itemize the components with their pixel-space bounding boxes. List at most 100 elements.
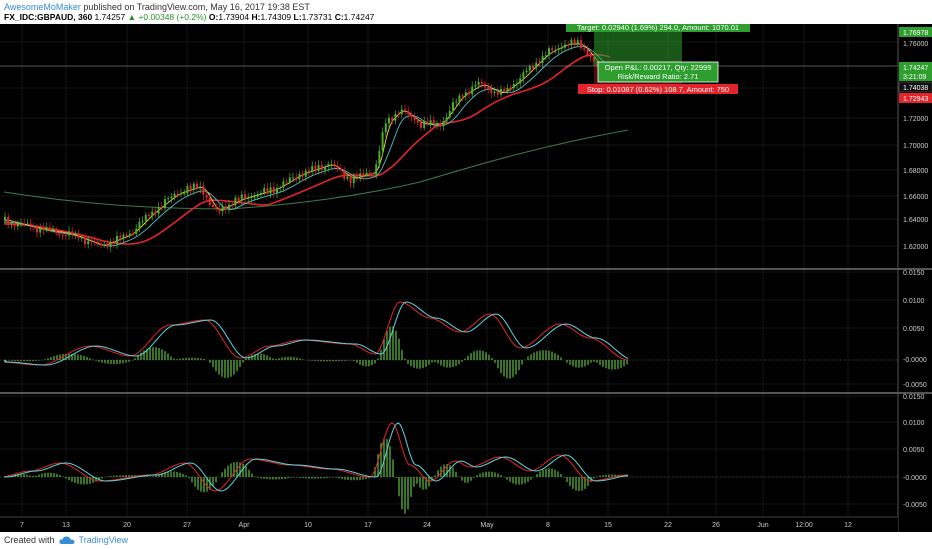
candle-body — [500, 88, 502, 95]
price-pane[interactable] — [0, 35, 898, 252]
candle-body — [436, 122, 438, 124]
candle-body — [221, 206, 224, 212]
candle-body — [132, 233, 134, 235]
candle-body — [503, 88, 506, 92]
candle-body — [100, 243, 102, 246]
indicator-tick: 0.0050 — [903, 447, 925, 454]
stop-label: Stop: 0.01087 (0.62%) 108.7, Amount: 750 — [587, 85, 729, 94]
candle-body — [4, 216, 6, 220]
candle-body — [416, 120, 419, 123]
candle-body — [183, 193, 186, 195]
candle-body — [84, 237, 86, 245]
candle-body — [32, 225, 35, 227]
risk-reward-label: Risk/Reward Ratio: 2.71 — [618, 72, 699, 81]
time-tick: 15 — [604, 522, 612, 529]
candle-body — [464, 92, 467, 97]
candle-body — [36, 226, 38, 233]
candle-body — [48, 227, 51, 231]
price-tick: 1.70000 — [903, 143, 928, 150]
candle-body — [196, 183, 198, 189]
indicator-tick: -0.0000 — [903, 475, 927, 482]
price-badge — [899, 27, 932, 37]
candle-body — [576, 40, 579, 44]
price-tick: 1.62000 — [903, 244, 928, 251]
tradingview-cloud-icon — [58, 536, 75, 544]
candle-body — [20, 223, 22, 225]
macd-pane-2[interactable] — [0, 422, 898, 514]
price-badge-text: 1.76978 — [903, 30, 928, 37]
candle-body — [122, 234, 125, 238]
open-pnl-label: Open P&L: 0.00217, Qty: 22999 — [605, 63, 712, 72]
price-badge-text: 1.74247 — [903, 65, 928, 72]
price-axis[interactable]: 1.76000 1.74000 1.72000 1.70000 1.68000 … — [898, 27, 932, 251]
candle-body — [378, 150, 381, 165]
indicator-axis-2[interactable]: 0.0150 0.0100 0.0050 -0.0000 -0.0050 — [903, 394, 927, 509]
macd-pane-1[interactable] — [0, 301, 898, 379]
candle-body — [404, 109, 406, 111]
close-value: 1.74247 — [343, 12, 375, 22]
candle-body — [272, 187, 275, 194]
candle-body — [279, 187, 282, 189]
indicator-tick: -0.0050 — [903, 382, 927, 389]
profit-zone[interactable] — [594, 30, 682, 66]
candle-body — [202, 186, 205, 195]
signal-line-1 — [3, 301, 629, 366]
symbol: FX_IDC:GBPAUD, 360 — [4, 12, 93, 22]
candle-body — [359, 173, 362, 177]
tradingview-link[interactable]: TradingView — [78, 535, 129, 545]
long-position-tool[interactable]: Target: 0.02940 (1.69%) 294.0, Amount: 1… — [566, 24, 750, 94]
candle-body — [212, 204, 214, 207]
candle-body — [74, 233, 77, 235]
time-tick: 7 — [20, 522, 24, 529]
change: +0.00348 (+0.2%) — [138, 12, 207, 22]
candle-body — [282, 181, 285, 188]
candle-body — [87, 240, 90, 245]
candle-body — [29, 223, 32, 226]
histogram-1 — [5, 326, 628, 379]
candle-body — [144, 214, 147, 221]
indicator-tick: 0.0100 — [903, 298, 925, 305]
price-badge — [899, 93, 932, 103]
candle-body — [237, 197, 240, 201]
candle-body — [253, 196, 256, 198]
candle-body — [288, 177, 291, 183]
candle-body — [7, 216, 10, 224]
time-tick: 20 — [123, 522, 131, 529]
target-label-box[interactable] — [566, 24, 750, 32]
open-pnl-box[interactable] — [597, 61, 719, 83]
candle-body — [439, 122, 442, 127]
candle-body — [330, 164, 333, 166]
ema-slow-path — [4, 53, 611, 245]
candle-body — [333, 164, 336, 166]
candle-body — [372, 175, 374, 177]
candle-body — [455, 101, 458, 103]
indicator-axis-1[interactable]: 0.0150 0.0100 0.0050 -0.0000 -0.0050 — [903, 270, 927, 389]
time-axis[interactable]: 7 13 20 27 Apr 10 17 24 May 8 15 22 26 J… — [0, 516, 898, 532]
candle-body — [90, 240, 93, 242]
price-badge-text: 1.72943 — [903, 96, 928, 103]
candle-body — [551, 48, 554, 51]
candle-body — [151, 211, 154, 216]
candle-body — [541, 56, 544, 63]
candle-body — [340, 168, 342, 171]
ema-slow-line — [4, 53, 611, 245]
candle-body — [423, 121, 426, 128]
candle-body — [535, 62, 538, 69]
candle-body — [125, 234, 128, 236]
candle-body — [26, 223, 29, 225]
candle-body — [413, 116, 416, 121]
chart-area[interactable]: Target: 0.02940 (1.69%) 294.0, Amount: 1… — [0, 24, 932, 532]
candle-body — [52, 228, 54, 231]
candle-body — [496, 92, 499, 95]
chart-background — [0, 24, 932, 532]
candle-body — [589, 55, 592, 57]
open-label: O: — [208, 12, 219, 22]
candle-body — [480, 81, 483, 84]
last-price: 1.74257 — [94, 12, 126, 22]
author-link[interactable]: AwesomeMoMaker — [4, 2, 81, 12]
candle-body — [128, 233, 131, 236]
candle-body — [215, 206, 218, 209]
candle-body — [522, 72, 525, 79]
price-badge-text: 3:21:09 — [903, 74, 926, 81]
stop-label-box[interactable] — [578, 84, 738, 94]
